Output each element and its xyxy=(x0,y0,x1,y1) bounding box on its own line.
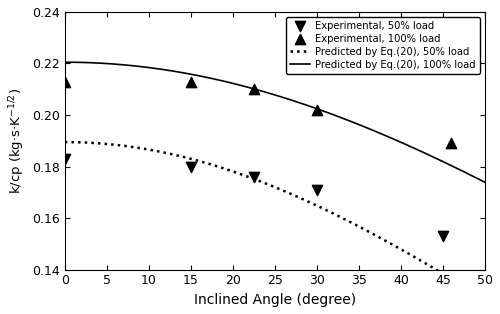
Predicted by Eq.(20), 50% load xyxy=(482,297,488,301)
Predicted by Eq.(20), 50% load xyxy=(406,252,412,256)
Experimental, 50% load xyxy=(250,174,258,179)
Predicted by Eq.(20), 100% load xyxy=(62,60,68,64)
X-axis label: Inclined Angle (degree): Inclined Angle (degree) xyxy=(194,293,356,307)
Predicted by Eq.(20), 50% load xyxy=(312,203,318,207)
Predicted by Eq.(20), 100% load xyxy=(289,99,295,102)
Experimental, 50% load xyxy=(313,187,321,192)
Predicted by Eq.(20), 100% load xyxy=(262,90,268,94)
Legend: Experimental, 50% load, Experimental, 100% load, Predicted by Eq.(20), 50% load,: Experimental, 50% load, Experimental, 10… xyxy=(286,17,480,74)
Experimental, 100% load xyxy=(448,141,456,146)
Line: Predicted by Eq.(20), 100% load: Predicted by Eq.(20), 100% load xyxy=(65,62,485,182)
Experimental, 100% load xyxy=(61,79,69,84)
Predicted by Eq.(20), 100% load xyxy=(482,181,488,184)
Y-axis label: k/cp (kg·s·K$^{-1/2}$): k/cp (kg·s·K$^{-1/2}$) xyxy=(7,88,26,194)
Predicted by Eq.(20), 50% load xyxy=(62,140,68,144)
Experimental, 100% load xyxy=(187,79,195,84)
Predicted by Eq.(20), 50% load xyxy=(262,181,268,185)
Experimental, 100% load xyxy=(313,107,321,112)
Experimental, 50% load xyxy=(187,164,195,169)
Experimental, 50% load xyxy=(439,234,447,239)
Predicted by Eq.(20), 100% load xyxy=(406,144,412,148)
Predicted by Eq.(20), 50% load xyxy=(472,291,478,295)
Experimental, 100% load xyxy=(250,87,258,92)
Predicted by Eq.(20), 100% load xyxy=(472,175,478,179)
Experimental, 50% load xyxy=(61,156,69,161)
Line: Predicted by Eq.(20), 50% load: Predicted by Eq.(20), 50% load xyxy=(65,142,485,299)
Predicted by Eq.(20), 100% load xyxy=(312,106,318,110)
Predicted by Eq.(20), 100% load xyxy=(264,91,270,95)
Predicted by Eq.(20), 50% load xyxy=(289,192,295,196)
Predicted by Eq.(20), 50% load xyxy=(264,182,270,186)
